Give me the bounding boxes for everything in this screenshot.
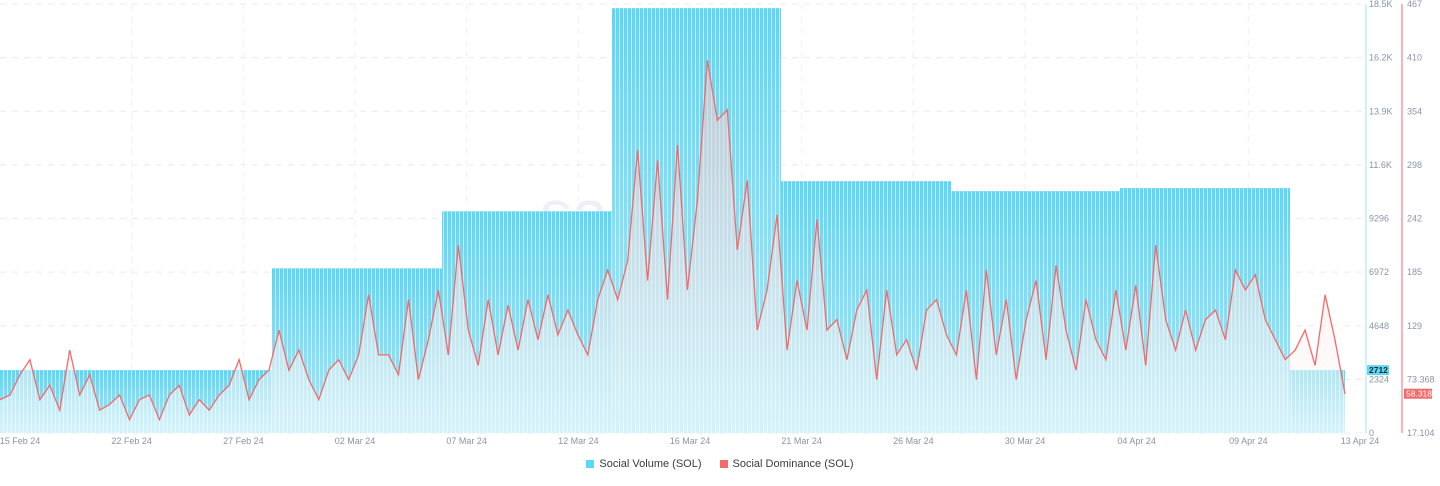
dominance-area [0, 60, 1345, 434]
volume-tick-label: 4648 [1369, 321, 1389, 331]
dominance-tick-label: 17.104 [1407, 428, 1435, 438]
x-tick-label: 12 Mar 24 [558, 436, 599, 446]
legend-item-social-volume[interactable]: Social Volume (SOL) [586, 458, 702, 470]
volume-current-badge [1367, 365, 1389, 376]
legend-swatch-icon [586, 460, 595, 468]
x-tick-label: 30 Mar 24 [1005, 436, 1046, 446]
x-tick-label: 27 Feb 24 [223, 436, 264, 446]
x-tick-label: 07 Mar 24 [446, 436, 487, 446]
dominance-tick-label: 73.368 [1407, 374, 1435, 384]
dominance-current-label: 58.318 [1406, 389, 1432, 399]
volume-tick-label: 2324 [1369, 374, 1389, 384]
dominance-tick-label: 185 [1407, 267, 1422, 277]
legend-swatch-icon [719, 460, 728, 468]
volume-tick-label: 11.6K [1369, 160, 1392, 170]
x-tick-label: 15 Feb 24 [0, 436, 40, 446]
dominance-tick-label: 129 [1407, 321, 1422, 331]
x-tick-label: 04 Apr 24 [1117, 436, 1156, 446]
dominance-tick-label: 410 [1407, 53, 1422, 63]
x-tick-label: 02 Mar 24 [335, 436, 376, 446]
volume-tick-label: 0 [1369, 428, 1374, 438]
volume-tick-label: 13.9K [1369, 106, 1393, 116]
volume-current-label: 2712 [1369, 365, 1388, 375]
x-tick-label: 26 Mar 24 [893, 436, 934, 446]
legend: Social Volume (SOL) Social Dominance (SO… [0, 458, 1440, 470]
dominance-tick-label: 354 [1407, 106, 1422, 116]
dominance-tick-label: 242 [1407, 214, 1422, 224]
dominance-line-path [0, 60, 1346, 422]
volume-tick-label: 9296 [1369, 214, 1389, 224]
x-tick-label: 13 Apr 24 [1341, 436, 1380, 446]
legend-label: Social Dominance (SOL) [732, 458, 854, 470]
x-tick-label: 09 Apr 24 [1229, 436, 1268, 446]
volume-tick-label: 6972 [1369, 267, 1389, 277]
dominance-tick-label: 467 [1407, 0, 1422, 9]
volume-tick-label: 18.5K [1369, 0, 1393, 9]
legend-label: Social Volume (SOL) [599, 458, 702, 470]
dominance-current-badge [1404, 388, 1432, 399]
dominance-tick-label: 298 [1407, 160, 1422, 170]
legend-item-social-dominance[interactable]: Social Dominance (SOL) [719, 458, 854, 470]
volume-tick-label: 16.2K [1369, 53, 1393, 63]
x-tick-label: 16 Mar 24 [670, 436, 711, 446]
x-tick-label: 22 Feb 24 [111, 436, 152, 446]
axes: 0 2324 4648 6972 9296 11.6K 13.9K 16.2K 18.5K 17.… [0, 0, 1435, 446]
x-tick-label: 21 Mar 24 [781, 436, 822, 446]
social-dominance-line [0, 60, 1346, 434]
